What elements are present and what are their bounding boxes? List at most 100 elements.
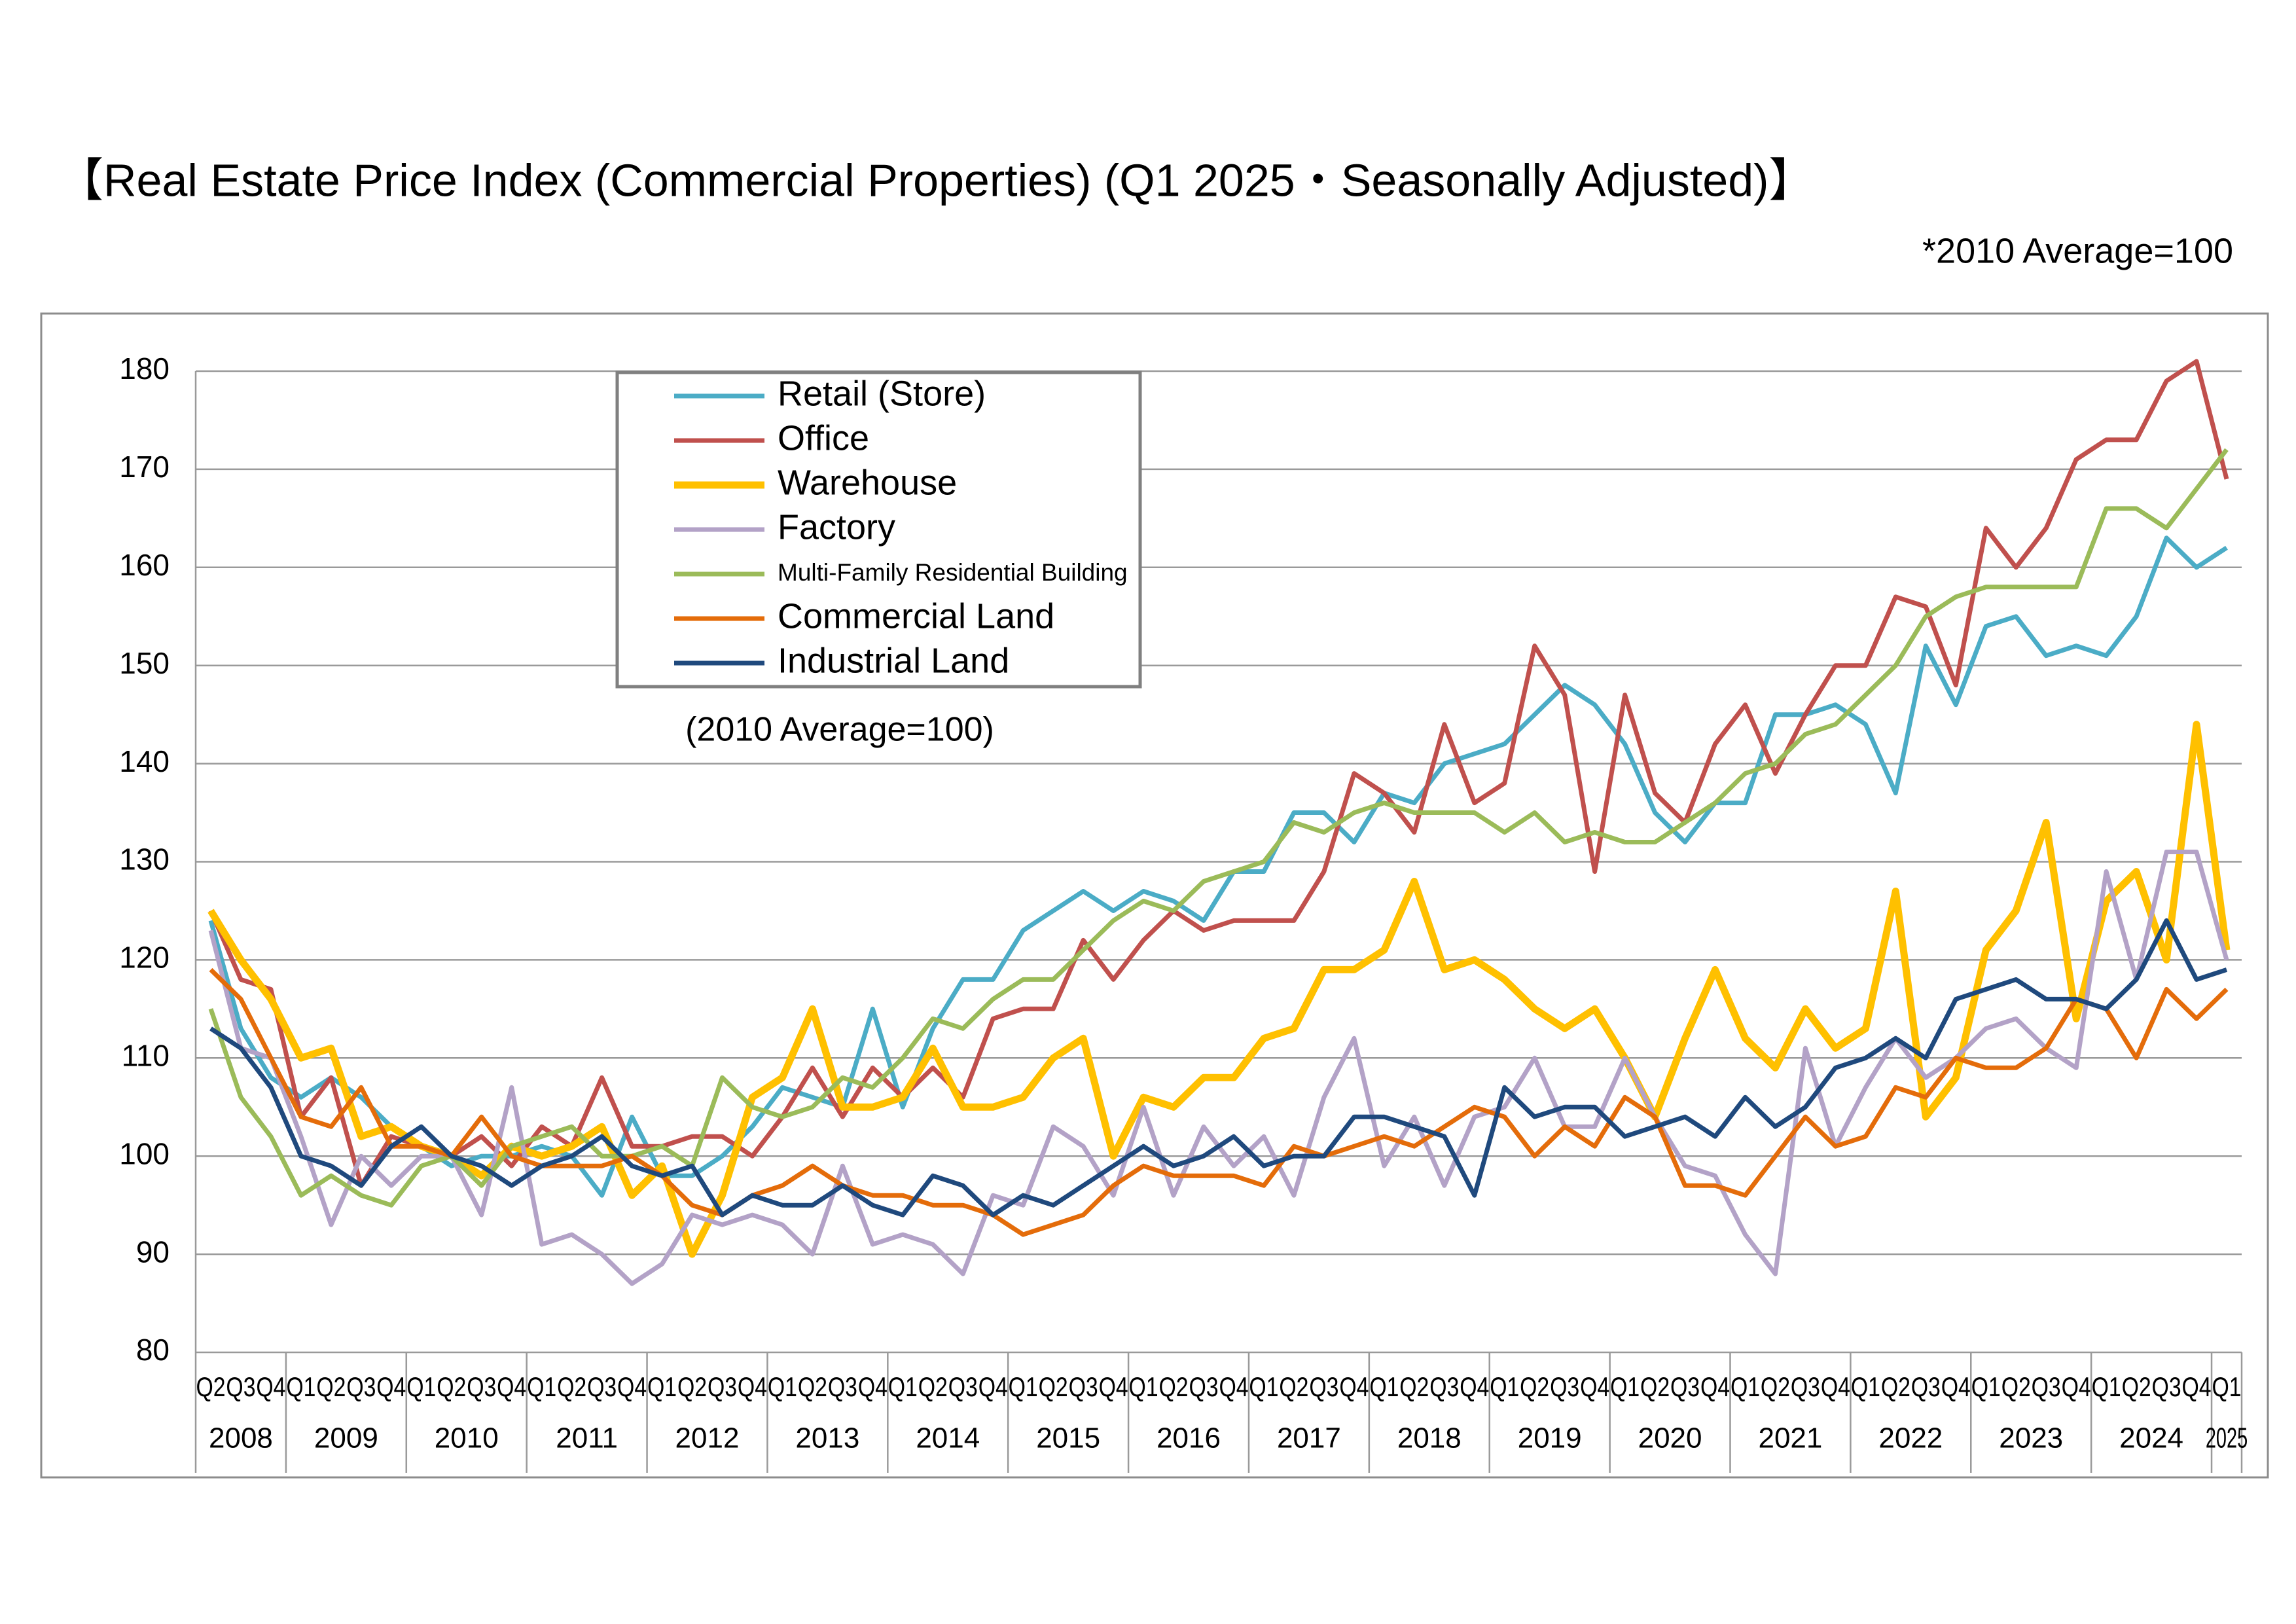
x-tick-label: Q3 [828,1371,857,1402]
x-tick-label: Q1 [1249,1371,1278,1402]
x-tick-label: Q2 [1159,1371,1189,1402]
x-tick-label: Q1 [286,1371,315,1402]
x-tick-label: Q2 [798,1371,827,1402]
y-tick-label: 100 [119,1136,170,1170]
x-group-label: 2017 [1277,1422,1341,1454]
legend-label: Industrial Land [778,641,1009,680]
x-group-label: 2022 [1878,1422,1943,1454]
x-tick-label: Q3 [226,1371,255,1402]
x-tick-label: Q1 [2092,1371,2121,1402]
x-tick-label: Q3 [346,1371,376,1402]
x-tick-label: Q2 [2001,1371,2031,1402]
x-tick-label: Q4 [1700,1371,1730,1402]
x-tick-label: Q3 [1670,1371,1700,1402]
x-group-label: 2021 [1758,1422,1822,1454]
x-tick-label: Q2 [557,1371,586,1402]
x-tick-label: Q1 [1731,1371,1760,1402]
x-tick-label: Q4 [617,1371,647,1402]
x-tick-label: Q4 [1580,1371,1609,1402]
legend-label: Office [778,418,869,458]
x-group-label: 2019 [1518,1422,1582,1454]
x-tick-label: Q1 [1971,1371,2001,1402]
x-tick-label: Q2 [1039,1371,1068,1402]
x-tick-label: Q1 [527,1371,556,1402]
series-line [208,359,2229,1188]
chart-title: 【Real Estate Price Index (Commercial Pro… [58,154,1814,206]
x-group-label: 2012 [675,1422,740,1454]
legend: Retail (Store) Office Warehouse Factory Mult… [615,370,1142,689]
x-tick-label: Q4 [256,1371,285,1402]
x-group-label: 2025 [2206,1422,2248,1454]
x-tick-label: Q1 [406,1371,436,1402]
x-tick-label: Q4 [1219,1371,1248,1402]
note: *2010 Average=100 [1922,231,2233,270]
y-tick-label: 90 [136,1235,170,1269]
series-line [209,918,2228,1218]
x-tick-label: Q1 [1851,1371,1880,1402]
x-tick-label: Q4 [1821,1371,1850,1402]
x-tick-label: Q2 [918,1371,948,1402]
x-tick-label: Q3 [587,1371,617,1402]
x-tick-label: Q1 [1610,1371,1640,1402]
x-tick-label: Q1 [1129,1371,1158,1402]
x-group-label: 2020 [1638,1422,1702,1454]
x-group-label: 2023 [1999,1422,2063,1454]
legend-label: Commercial Land [778,596,1054,636]
x-tick-label: Q2 [1520,1371,1549,1402]
x-tick-label: Q4 [1099,1371,1128,1402]
x-tick-label: Q3 [1911,1371,1941,1402]
plot-lines [207,359,2231,1286]
x-tick-label: Q1 [888,1371,918,1402]
x-tick-label: Q1 [1009,1371,1038,1402]
series-line [207,721,2231,1258]
x-group-label: 2015 [1036,1422,1100,1454]
legend-label: Warehouse [778,463,957,502]
x-tick-label: Q2 [1881,1371,1910,1402]
x-tick-label: Q3 [1791,1371,1820,1402]
x-tick-label: Q4 [2062,1371,2091,1402]
annotation: (2010 Average=100) [685,711,994,749]
x-tick-label: Q2 [1399,1371,1429,1402]
y-tick-label: 120 [119,941,170,975]
series-line [208,535,2228,1198]
legend-label: Multi-Family Residential Building [778,559,1128,586]
y-tick-label: 130 [119,842,170,876]
x-tick-label: Q4 [376,1371,406,1402]
x-tick-label: Q4 [978,1371,1008,1402]
x-tick-label: Q3 [1189,1371,1218,1402]
legend-label: Retail (Store) [778,374,986,413]
x-group-label: 2014 [916,1422,980,1454]
x-group-label: 2010 [435,1422,499,1454]
y-tick-label: 160 [119,548,170,582]
y-tick-label: 150 [119,646,170,680]
x-tick-label: Q3 [1429,1371,1459,1402]
x-tick-label: Q2 [2122,1371,2151,1402]
x-tick-label: Q2 [316,1371,346,1402]
x-group-label: 2013 [795,1422,859,1454]
x-group-label: 2009 [314,1422,378,1454]
x-tick-label: Q3 [2152,1371,2181,1402]
x-tick-label: Q1 [1490,1371,1519,1402]
x-tick-label: Q2 [437,1371,466,1402]
x-tick-label: Q4 [1941,1371,1971,1402]
x-tick-label: Q2 [1761,1371,1790,1402]
x-tick-label: Q1 [2212,1371,2241,1402]
x-tick-label: Q1 [768,1371,797,1402]
x-tick-label: Q2 [196,1371,225,1402]
y-tick-label: 180 [119,352,170,386]
x-tick-label: Q1 [1369,1371,1399,1402]
x-tick-label: Q3 [1069,1371,1098,1402]
legend-label: Factory [778,507,895,547]
x-tick-label: Q3 [2032,1371,2061,1402]
x-tick-label: Q4 [1460,1371,1489,1402]
x-tick-label: Q2 [1640,1371,1670,1402]
x-group-label: 2018 [1397,1422,1462,1454]
x-tick-label: Q4 [858,1371,888,1402]
x-group-label: 2011 [556,1422,618,1454]
x-tick-label: Q3 [467,1371,496,1402]
y-tick-label: 110 [122,1038,170,1072]
x-tick-label: Q3 [1309,1371,1338,1402]
x-tick-label: Q3 [1550,1371,1579,1402]
